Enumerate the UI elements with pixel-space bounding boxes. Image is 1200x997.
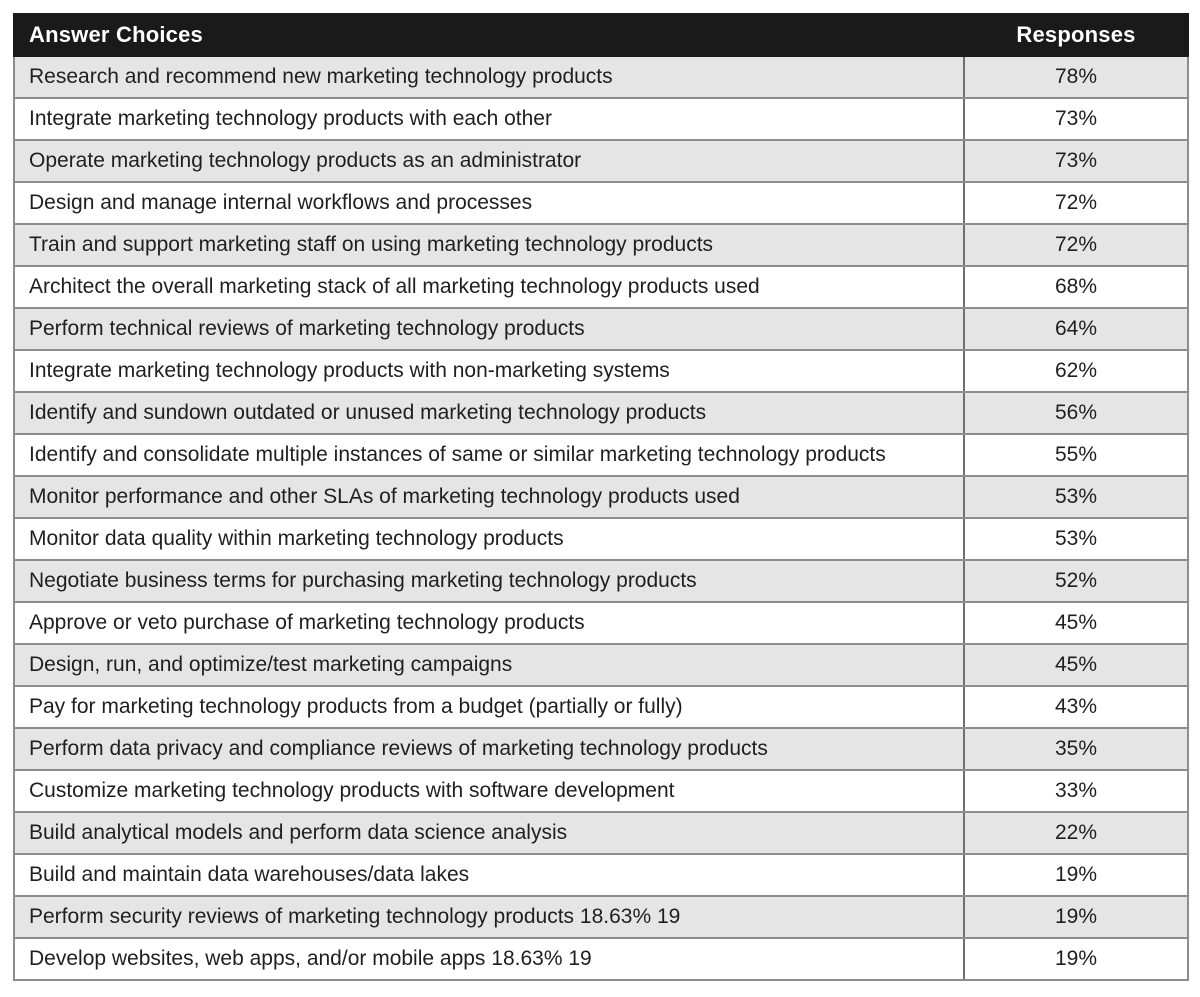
answer-choice-cell: Integrate marketing technology products …: [13, 97, 965, 141]
answer-choice-cell: Build and maintain data warehouses/data …: [13, 853, 965, 897]
table-row: Integrate marketing technology products …: [13, 349, 1189, 393]
table-row: Monitor performance and other SLAs of ma…: [13, 475, 1189, 519]
table-header: Answer Choices Responses: [13, 13, 1189, 57]
answer-choice-cell: Perform security reviews of marketing te…: [13, 895, 965, 939]
answer-choice-cell: Customize marketing technology products …: [13, 769, 965, 813]
answer-choice-cell: Negotiate business terms for purchasing …: [13, 559, 965, 603]
table-row: Operate marketing technology products as…: [13, 139, 1189, 183]
response-cell: 53%: [963, 475, 1189, 519]
answer-choice-cell: Monitor data quality within marketing te…: [13, 517, 965, 561]
table-row: Customize marketing technology products …: [13, 769, 1189, 813]
response-cell: 45%: [963, 601, 1189, 645]
response-cell: 55%: [963, 433, 1189, 477]
answer-choice-cell: Perform data privacy and compliance revi…: [13, 727, 965, 771]
table-row: Approve or veto purchase of marketing te…: [13, 601, 1189, 645]
table-row: Train and support marketing staff on usi…: [13, 223, 1189, 267]
answer-choice-cell: Develop websites, web apps, and/or mobil…: [13, 937, 965, 981]
column-header-answer-choices: Answer Choices: [13, 13, 965, 57]
answer-choice-cell: Research and recommend new marketing tec…: [13, 55, 965, 99]
response-cell: 19%: [963, 937, 1189, 981]
column-header-responses: Responses: [963, 13, 1189, 57]
table-row: Perform security reviews of marketing te…: [13, 895, 1189, 939]
answer-choice-cell: Operate marketing technology products as…: [13, 139, 965, 183]
table-row: Develop websites, web apps, and/or mobil…: [13, 937, 1189, 981]
response-cell: 19%: [963, 853, 1189, 897]
response-cell: 53%: [963, 517, 1189, 561]
response-cell: 73%: [963, 97, 1189, 141]
table-row: Perform data privacy and compliance revi…: [13, 727, 1189, 771]
response-cell: 52%: [963, 559, 1189, 603]
response-cell: 62%: [963, 349, 1189, 393]
table-row: Research and recommend new marketing tec…: [13, 55, 1189, 99]
response-cell: 33%: [963, 769, 1189, 813]
table-row: Negotiate business terms for purchasing …: [13, 559, 1189, 603]
table-row: Design, run, and optimize/test marketing…: [13, 643, 1189, 687]
response-cell: 72%: [963, 181, 1189, 225]
header-row: Answer Choices Responses: [13, 13, 1189, 57]
answer-choice-cell: Design and manage internal workflows and…: [13, 181, 965, 225]
response-cell: 43%: [963, 685, 1189, 729]
answer-choice-cell: Build analytical models and perform data…: [13, 811, 965, 855]
table-row: Identify and sundown outdated or unused …: [13, 391, 1189, 435]
table-row: Architect the overall marketing stack of…: [13, 265, 1189, 309]
table-row: Perform technical reviews of marketing t…: [13, 307, 1189, 351]
answer-choice-cell: Architect the overall marketing stack of…: [13, 265, 965, 309]
response-cell: 35%: [963, 727, 1189, 771]
answer-choice-cell: Design, run, and optimize/test marketing…: [13, 643, 965, 687]
response-cell: 78%: [963, 55, 1189, 99]
table-row: Build and maintain data warehouses/data …: [13, 853, 1189, 897]
table-body: Research and recommend new marketing tec…: [13, 55, 1189, 981]
response-cell: 45%: [963, 643, 1189, 687]
answer-choice-cell: Approve or veto purchase of marketing te…: [13, 601, 965, 645]
answer-choice-cell: Monitor performance and other SLAs of ma…: [13, 475, 965, 519]
table-row: Pay for marketing technology products fr…: [13, 685, 1189, 729]
response-cell: 72%: [963, 223, 1189, 267]
response-cell: 19%: [963, 895, 1189, 939]
table-row: Build analytical models and perform data…: [13, 811, 1189, 855]
answer-choice-cell: Identify and sundown outdated or unused …: [13, 391, 965, 435]
response-cell: 64%: [963, 307, 1189, 351]
response-cell: 68%: [963, 265, 1189, 309]
answer-choice-cell: Train and support marketing staff on usi…: [13, 223, 965, 267]
response-cell: 73%: [963, 139, 1189, 183]
survey-responses-table: Answer Choices Responses Research and re…: [13, 13, 1189, 981]
response-cell: 22%: [963, 811, 1189, 855]
table-row: Monitor data quality within marketing te…: [13, 517, 1189, 561]
table-row: Design and manage internal workflows and…: [13, 181, 1189, 225]
table-row: Integrate marketing technology products …: [13, 97, 1189, 141]
answer-choice-cell: Integrate marketing technology products …: [13, 349, 965, 393]
answer-choice-cell: Perform technical reviews of marketing t…: [13, 307, 965, 351]
answer-choice-cell: Identify and consolidate multiple instan…: [13, 433, 965, 477]
table-row: Identify and consolidate multiple instan…: [13, 433, 1189, 477]
response-cell: 56%: [963, 391, 1189, 435]
answer-choice-cell: Pay for marketing technology products fr…: [13, 685, 965, 729]
